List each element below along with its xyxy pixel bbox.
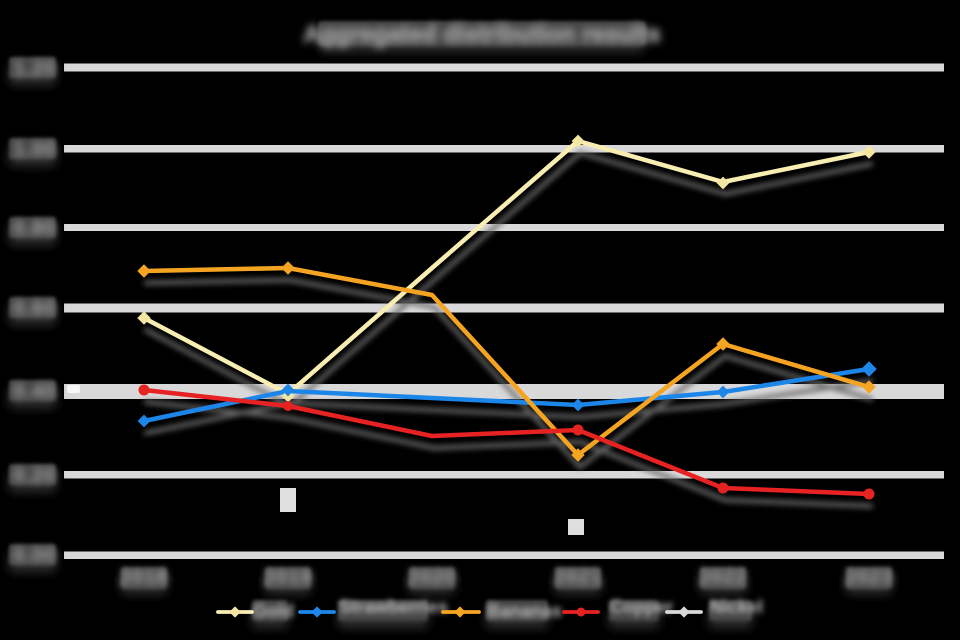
svg-text:2018: 2018 xyxy=(120,566,169,589)
svg-text:2021: 2021 xyxy=(554,566,603,589)
svg-text:0.20: 0.20 xyxy=(13,464,56,487)
svg-text:2019: 2019 xyxy=(264,566,313,589)
svg-text:2020: 2020 xyxy=(408,566,457,589)
svg-text:Aggregated distribution result: Aggregated distribution results xyxy=(303,21,660,48)
svg-text:2023: 2023 xyxy=(845,566,894,589)
svg-text:0.00: 0.00 xyxy=(13,544,56,567)
svg-text:Nickel: Nickel xyxy=(710,597,763,617)
svg-text:0.80: 0.80 xyxy=(13,217,56,240)
svg-text:2022: 2022 xyxy=(699,566,748,589)
svg-text:0.60: 0.60 xyxy=(13,297,56,320)
svg-text:Gold: Gold xyxy=(253,601,294,621)
svg-text:1.20: 1.20 xyxy=(13,57,56,80)
svg-text:1.00: 1.00 xyxy=(13,138,56,161)
svg-text:0.40: 0.40 xyxy=(13,380,56,403)
svg-text:Copper: Copper xyxy=(610,597,673,617)
svg-text:Strawberries: Strawberries xyxy=(339,597,448,617)
svg-text:Bananas: Bananas xyxy=(487,601,562,621)
